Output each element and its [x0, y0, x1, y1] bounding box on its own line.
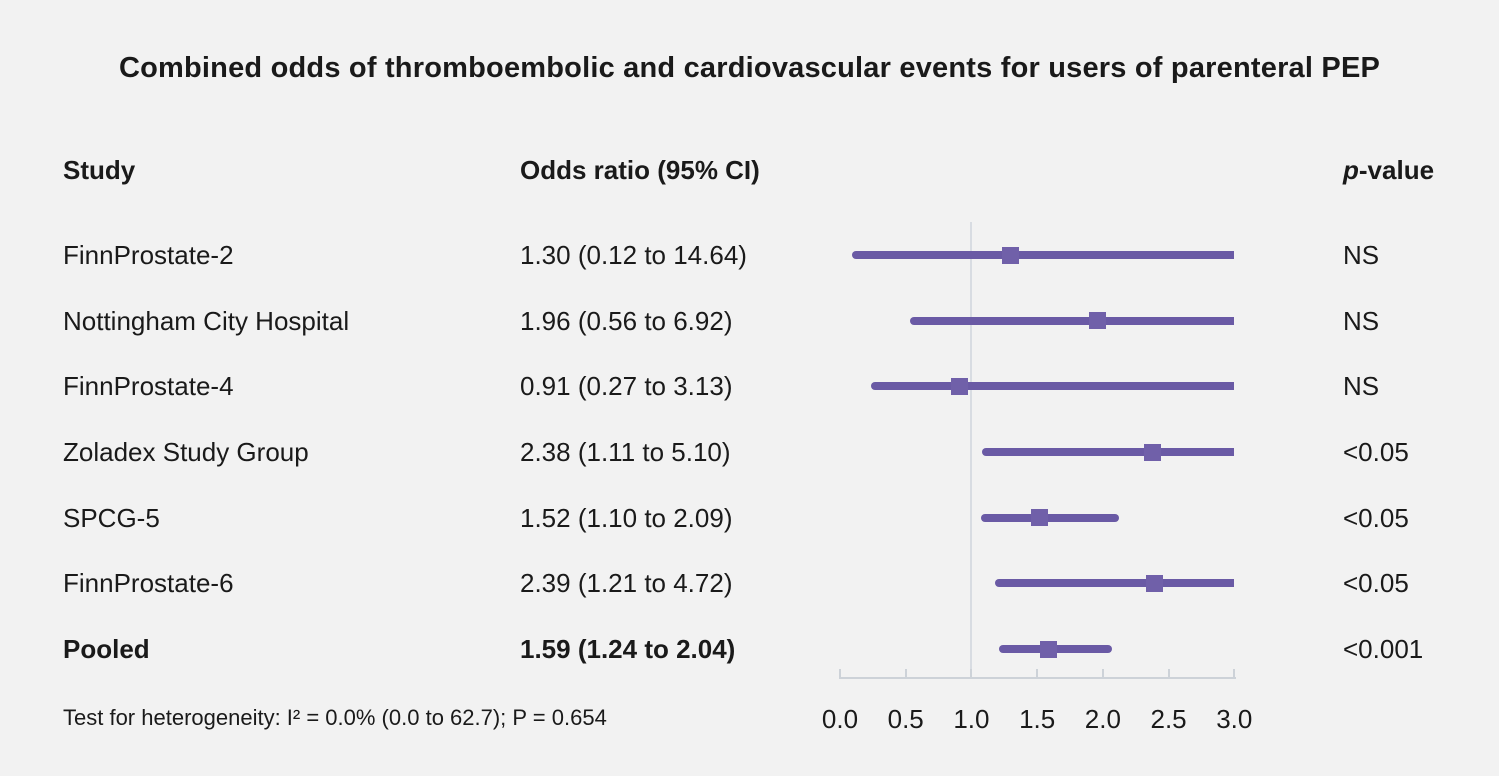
p-value-header-rest: -value	[1358, 155, 1435, 185]
study-label: FinnProstate-6	[63, 568, 234, 599]
ci-line	[995, 579, 1235, 588]
odds-ratio-value: 1.52 (1.10 to 2.09)	[520, 502, 733, 533]
point-estimate-marker	[1031, 509, 1049, 527]
axis-tick-label: 0.0	[821, 704, 859, 734]
column-header-study: Study	[63, 155, 136, 185]
axis-tick-label: 3.0	[1216, 704, 1253, 734]
odds-ratio-value: 1.59 (1.24 to 2.04)	[520, 634, 736, 665]
x-axis-line	[839, 677, 1237, 679]
axis-tick-label: 2.0	[1084, 704, 1121, 734]
odds-ratio-value: 1.30 (0.12 to 14.64)	[520, 240, 747, 270]
ci-line	[909, 316, 1235, 325]
axis-tick-label: 1.0	[953, 704, 990, 734]
study-label: Nottingham City Hospital	[63, 305, 350, 336]
odds-ratio-value: 2.38 (1.11 to 5.10)	[520, 437, 731, 467]
axis-tick	[839, 669, 841, 677]
p-value: NS	[1343, 240, 1380, 270]
axis-tick	[1036, 669, 1039, 677]
axis-tick	[1101, 669, 1104, 677]
axis-tick-label: 2.5	[1150, 704, 1187, 734]
p-value: <0.05	[1343, 437, 1409, 467]
point-estimate-marker	[1089, 312, 1107, 330]
ci-line	[851, 251, 1235, 259]
axis-tick	[1233, 669, 1236, 677]
odds-ratio-value: 2.39 (1.21 to 4.72)	[520, 568, 733, 599]
reference-line	[970, 222, 973, 679]
axis-tick	[970, 669, 973, 677]
axis-tick	[1167, 669, 1170, 677]
study-label: FinnProstate-2	[63, 240, 234, 270]
point-estimate-marker	[1040, 640, 1058, 658]
ci-line	[871, 382, 1235, 391]
p-value: NS	[1343, 371, 1380, 402]
figure-title: Combined odds of thromboembolic and card…	[118, 52, 1381, 84]
p-value: <0.05	[1343, 502, 1409, 533]
axis-tick-label: 1.5	[1019, 704, 1056, 734]
odds-ratio-value: 0.91 (0.27 to 3.13)	[520, 371, 733, 402]
point-estimate-marker	[951, 377, 969, 395]
p-value: <0.001	[1343, 634, 1424, 665]
point-estimate-marker	[1145, 574, 1163, 592]
study-label: Zoladex Study Group	[63, 437, 309, 467]
column-header-odds-ratio: Odds ratio (95% CI)	[520, 155, 760, 185]
point-estimate-marker	[1144, 443, 1162, 461]
point-estimate-marker	[1002, 246, 1020, 264]
ci-line	[980, 513, 1119, 522]
odds-ratio-value: 1.96 (0.56 to 6.92)	[520, 305, 733, 336]
study-label: Pooled	[63, 634, 150, 665]
p-value: <0.05	[1343, 568, 1409, 599]
heterogeneity-footnote: Test for heterogeneity: I² = 0.0% (0.0 t…	[63, 705, 607, 730]
study-label: SPCG-5	[63, 502, 160, 533]
study-label: FinnProstate-4	[63, 371, 234, 402]
axis-tick-label: 0.5	[887, 704, 924, 734]
ci-line	[981, 448, 1235, 456]
p-value-header-italic-p: p	[1343, 155, 1359, 185]
column-header-p-value: p-value	[1343, 154, 1434, 186]
axis-tick	[904, 669, 907, 677]
p-value: NS	[1343, 305, 1380, 336]
